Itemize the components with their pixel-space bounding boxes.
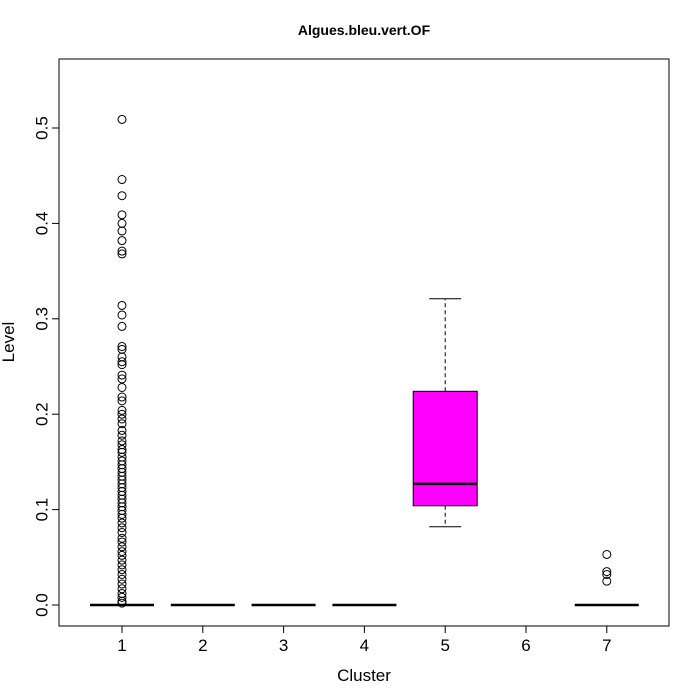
plot-frame — [58, 58, 670, 627]
outlier-point — [117, 598, 127, 608]
outlier-point — [117, 542, 127, 552]
outlier-point — [117, 360, 127, 370]
outlier-point — [117, 405, 127, 415]
outlier-point — [117, 565, 127, 575]
outlier-point — [117, 547, 127, 557]
outlier-point — [117, 357, 127, 367]
outlier-point — [117, 419, 127, 429]
y-tick-label: 0.0 — [32, 593, 51, 617]
outlier-point — [117, 300, 127, 310]
outlier-point — [117, 310, 127, 320]
box-group-cluster-7 — [574, 549, 639, 607]
x-tick-label: 3 — [279, 636, 288, 655]
outlier-point — [117, 191, 127, 201]
outlier-point — [117, 249, 127, 259]
outlier-point — [117, 592, 127, 602]
outlier-point — [602, 567, 612, 577]
outlier-point — [117, 574, 127, 584]
boxes — [90, 114, 639, 608]
outlier-point — [117, 382, 127, 392]
outlier-point — [117, 246, 127, 256]
outlier-point — [117, 550, 127, 560]
outlier-point — [117, 533, 127, 543]
y-tick-label: 0.2 — [32, 402, 51, 426]
outlier-point — [117, 374, 127, 384]
outlier-point — [117, 409, 127, 419]
outlier-point — [117, 321, 127, 331]
outlier-point — [117, 341, 127, 351]
outlier-point — [117, 425, 127, 435]
y-axis-label: Level — [0, 322, 18, 363]
box-group-cluster-1 — [90, 114, 154, 608]
outlier-point — [117, 569, 127, 579]
outlier-point — [117, 396, 127, 406]
outlier-point — [117, 226, 127, 236]
y-tick-label: 0.1 — [32, 498, 51, 522]
x-tick-label: 6 — [521, 636, 530, 655]
outlier-point — [602, 549, 612, 559]
x-tick-label: 5 — [440, 636, 449, 655]
outlier-point — [117, 236, 127, 246]
outlier-point — [117, 352, 127, 362]
outlier-point — [117, 523, 127, 533]
outlier-point — [117, 436, 127, 446]
outlier-point — [117, 414, 127, 424]
x-tick-label: 7 — [602, 636, 611, 655]
outlier-point — [117, 513, 127, 523]
outlier-point — [117, 210, 127, 220]
outlier-point — [117, 509, 127, 519]
outlier-point — [117, 555, 127, 565]
x-axis-label: Cluster — [337, 666, 391, 685]
outlier-point — [117, 392, 127, 402]
outlier-point — [117, 560, 127, 570]
outlier-point — [117, 527, 127, 537]
y-tick-label: 0.3 — [32, 307, 51, 331]
outlier-point — [117, 537, 127, 547]
outlier-point — [117, 584, 127, 594]
y-axis: 0.0 0.1 0.2 0.3 0.4 0.5 — [32, 116, 60, 617]
y-tick-label: 0.5 — [32, 116, 51, 140]
x-tick-label: 1 — [117, 636, 126, 655]
outlier-point — [117, 175, 127, 185]
box-group-cluster-5 — [412, 298, 478, 528]
outlier-point — [117, 447, 127, 457]
outlier-point — [117, 518, 127, 528]
outlier-point — [117, 579, 127, 589]
outlier-point — [602, 569, 612, 579]
x-axis: 1 2 3 4 5 6 7 — [117, 625, 612, 655]
y-tick-label: 0.4 — [32, 212, 51, 236]
outlier-point — [117, 114, 127, 124]
chart-title: Algues.bleu.vert.OF — [298, 22, 431, 38]
x-tick-label: 2 — [198, 636, 207, 655]
outlier-point — [602, 576, 612, 586]
box — [412, 390, 478, 507]
outlier-point — [117, 218, 127, 228]
outlier-point — [117, 370, 127, 380]
outlier-point — [117, 430, 127, 440]
x-tick-label: 4 — [360, 636, 369, 655]
